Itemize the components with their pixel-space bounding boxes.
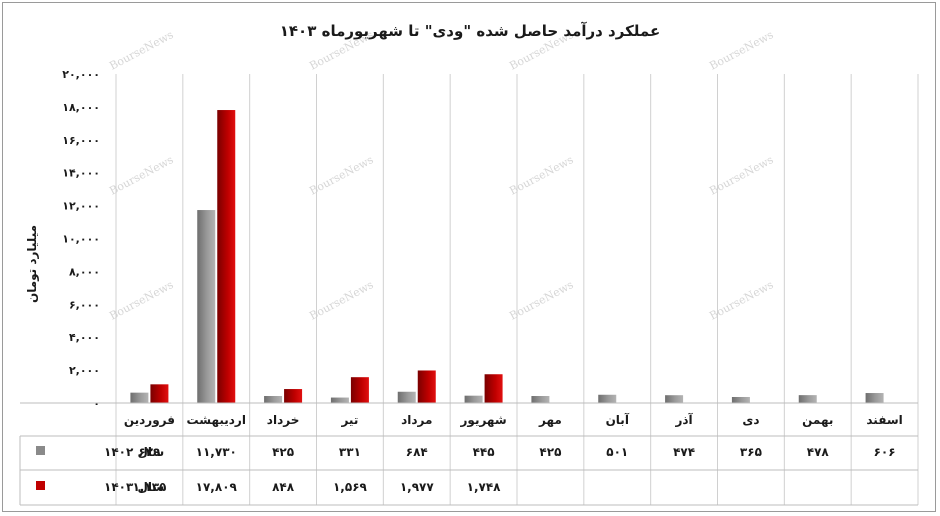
bar-1402 xyxy=(464,395,483,403)
data-table: فروردین اردیبهشت خرداد تیر مرداد شهریور مهر آبا… xyxy=(19,402,918,506)
watermark-text: BourseNews xyxy=(107,278,176,323)
data-label: ۳۳۱ xyxy=(339,445,361,459)
bar-1403 xyxy=(284,389,303,403)
data-label: ۱۷,۸۰۹ xyxy=(196,480,238,494)
data-label: ۴۷۸ xyxy=(807,445,830,459)
y-tick-label: ۴,۰۰۰ xyxy=(69,331,100,344)
bar-1402 xyxy=(130,392,149,403)
legend-swatch xyxy=(36,446,45,455)
bar-1403 xyxy=(417,370,436,403)
watermark-text: BourseNews xyxy=(507,153,576,198)
watermark-text: BourseNews xyxy=(307,278,376,323)
watermark-text: BourseNews xyxy=(707,28,776,73)
y-tick-label: ۱۸,۰۰۰ xyxy=(62,101,100,114)
bar-1402 xyxy=(865,393,884,403)
data-label: ۶۰۶ xyxy=(874,445,896,459)
data-label: ۳۶۵ xyxy=(740,445,762,459)
bar-1402 xyxy=(330,397,349,403)
y-tick-label: ۶,۰۰۰ xyxy=(69,298,100,311)
category-label: مهر xyxy=(538,413,562,427)
category-label: دی xyxy=(742,413,759,427)
y-tick-label: ۸,۰۰۰ xyxy=(69,265,100,278)
watermark-text: BourseNews xyxy=(307,153,376,198)
bar-1403 xyxy=(217,110,236,404)
category-label: خرداد xyxy=(267,413,300,427)
legend-label: سال ۱۴۰۳ xyxy=(104,480,164,494)
bar-1403 xyxy=(484,374,503,403)
data-label: ۵۰۱ xyxy=(606,445,628,459)
data-label: ۱,۱۳۵ xyxy=(132,480,166,494)
bar-1403 xyxy=(350,377,369,403)
bar-1402 xyxy=(598,394,617,403)
bar-1402 xyxy=(197,210,216,403)
data-label: ۸۴۸ xyxy=(272,480,295,494)
y-tick-label: ۲,۰۰۰ xyxy=(69,364,100,377)
y-tick-label: ۱۶,۰۰۰ xyxy=(62,134,100,147)
chart-title: عملکرد درآمد حاصل شده "ودی" تا شهریورماه… xyxy=(280,22,660,40)
data-label: ۱۱,۷۳۰ xyxy=(196,445,237,459)
data-label: ۴۷۴ xyxy=(673,445,695,459)
y-tick-label: ۱۴,۰۰۰ xyxy=(62,167,100,180)
data-label: ۱,۷۴۸ xyxy=(467,480,502,494)
data-label: ۴۲۵ xyxy=(539,445,561,459)
y-tick-label: ۱۰,۰۰۰ xyxy=(62,233,100,246)
data-label: ۴۴۵ xyxy=(473,445,495,459)
category-label: آذر xyxy=(674,412,693,427)
bar-1402 xyxy=(531,396,550,403)
data-label: ۶۸۴ xyxy=(406,445,428,459)
y-tick-label: ۲۰,۰۰۰ xyxy=(62,68,100,81)
category-label: اسفند xyxy=(866,413,902,427)
bar-1402 xyxy=(731,396,750,403)
data-label: ۱,۹۷۷ xyxy=(400,480,435,494)
data-label: ۶۲۹ xyxy=(138,445,161,459)
bar-1402 xyxy=(397,391,416,403)
bar-1403 xyxy=(150,384,169,403)
bar-1402 xyxy=(798,395,817,403)
legend-swatch xyxy=(36,481,45,490)
watermark-text: BourseNews xyxy=(107,153,176,198)
watermark-text: BourseNews xyxy=(507,278,576,323)
category-label: آبان xyxy=(606,412,630,427)
category-label: اردیبهشت xyxy=(187,413,246,427)
category-label: فروردین xyxy=(124,413,175,428)
bar-1402 xyxy=(665,395,684,403)
watermark-text: BourseNews xyxy=(107,28,176,73)
category-label: مرداد xyxy=(401,413,432,427)
y-axis-label: میلیارد تومان xyxy=(25,225,40,303)
bars xyxy=(130,110,884,404)
y-axis: ۰۲,۰۰۰۴,۰۰۰۶,۰۰۰۸,۰۰۰۱۰,۰۰۰۱۲,۰۰۰۱۴,۰۰۰۱… xyxy=(62,68,918,410)
category-label: تیر xyxy=(340,413,358,427)
category-label: شهریور xyxy=(460,413,507,428)
gridlines xyxy=(115,74,919,505)
y-tick-label: ۱۲,۰۰۰ xyxy=(62,200,100,213)
data-label: ۱,۵۶۹ xyxy=(333,480,368,494)
category-label: بهمن xyxy=(802,413,833,427)
legend-label: سال ۱۴۰۲ xyxy=(104,445,164,459)
data-label: ۴۲۵ xyxy=(272,445,294,459)
bar-1402 xyxy=(264,396,283,403)
